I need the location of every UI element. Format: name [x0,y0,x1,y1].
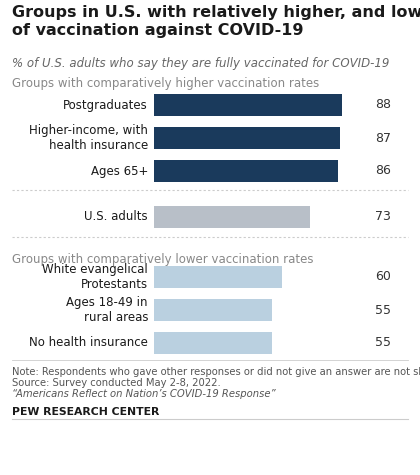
Text: 55: 55 [375,304,391,316]
Text: Groups with comparatively lower vaccination rates: Groups with comparatively lower vaccinat… [12,253,313,266]
Text: Groups in U.S. with relatively higher, and lower, rates
of vaccination against C: Groups in U.S. with relatively higher, a… [12,5,420,38]
Text: No health insurance: No health insurance [29,336,148,350]
Text: U.S. adults: U.S. adults [84,210,148,224]
Text: Ages 65+: Ages 65+ [91,164,148,178]
Text: White evangelical
Protestants: White evangelical Protestants [42,263,148,291]
Text: 55: 55 [375,336,391,350]
Bar [154,206,310,228]
Bar [154,266,282,288]
Text: Ages 18-49 in
rural areas: Ages 18-49 in rural areas [66,296,148,324]
Bar [154,160,338,182]
Text: Groups with comparatively higher vaccination rates: Groups with comparatively higher vaccina… [12,77,319,90]
Bar [154,332,272,354]
Text: PEW RESEARCH CENTER: PEW RESEARCH CENTER [12,407,159,417]
Text: 88: 88 [375,98,391,112]
Bar [154,127,340,149]
Text: 86: 86 [375,164,391,178]
Text: Note: Respondents who gave other responses or did not give an answer are not sho: Note: Respondents who gave other respons… [12,367,420,377]
Text: 73: 73 [375,210,391,224]
Text: Higher-income, with
health insurance: Higher-income, with health insurance [29,124,148,152]
Text: Postgraduates: Postgraduates [63,98,148,112]
Text: Source: Survey conducted May 2-8, 2022.: Source: Survey conducted May 2-8, 2022. [12,378,221,388]
Bar [154,299,272,321]
Text: “Americans Reflect on Nation’s COVID-19 Response”: “Americans Reflect on Nation’s COVID-19 … [12,389,276,399]
Bar [154,94,342,116]
Text: % of U.S. adults who say they are fully vaccinated for COVID-19: % of U.S. adults who say they are fully … [12,57,389,70]
Text: 87: 87 [375,132,391,144]
Text: 60: 60 [375,270,391,284]
